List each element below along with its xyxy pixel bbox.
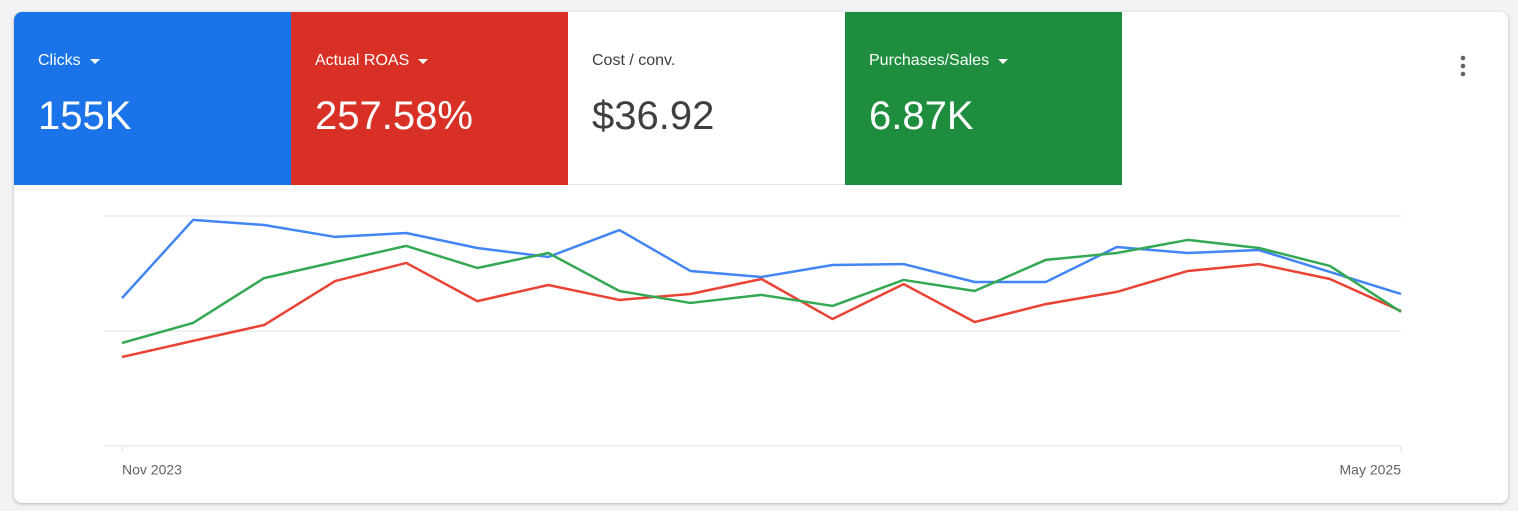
metric-value: 6.87K bbox=[869, 94, 974, 138]
metric-tiles: Clicks 155K Actual ROAS 257.58% Cost / conv.… bbox=[14, 12, 1122, 185]
metric-tile[interactable]: Purchases/Sales 6.87K bbox=[845, 12, 1122, 185]
series-line bbox=[121, 261, 1402, 359]
series-line bbox=[121, 238, 1402, 345]
metric-tile[interactable]: Cost / conv. $36.92 bbox=[568, 12, 845, 185]
metric-value: 155K bbox=[38, 94, 132, 138]
series-line bbox=[121, 218, 1402, 299]
metric-label: Actual ROAS bbox=[315, 52, 410, 69]
metric-label-row: Actual ROAS bbox=[315, 52, 568, 70]
metric-label: Purchases/Sales bbox=[869, 52, 990, 69]
metric-label-row: Purchases/Sales bbox=[869, 52, 1122, 70]
dropdown-arrow[interactable] bbox=[89, 58, 100, 64]
dropdown-arrow[interactable] bbox=[418, 58, 429, 64]
dropdown-arrow[interactable] bbox=[998, 58, 1009, 64]
metric-value: $36.92 bbox=[592, 94, 715, 138]
overview-card: Clicks 155K Actual ROAS 257.58% Cost / conv.… bbox=[14, 12, 1508, 503]
metric-tile[interactable]: Clicks 155K bbox=[14, 12, 291, 185]
x-tick-label: May 2025 bbox=[1340, 462, 1402, 478]
metric-value: 257.58% bbox=[315, 94, 473, 138]
x-tick-label: Nov 2023 bbox=[122, 462, 182, 478]
metric-tile[interactable]: Actual ROAS 257.58% bbox=[291, 12, 568, 185]
metric-label-row: Clicks bbox=[38, 52, 291, 70]
metric-label: Clicks bbox=[38, 52, 81, 69]
metric-label-row: Cost / conv. bbox=[592, 52, 845, 70]
more-menu[interactable] bbox=[1458, 54, 1468, 80]
metric-label: Cost / conv. bbox=[592, 52, 676, 69]
